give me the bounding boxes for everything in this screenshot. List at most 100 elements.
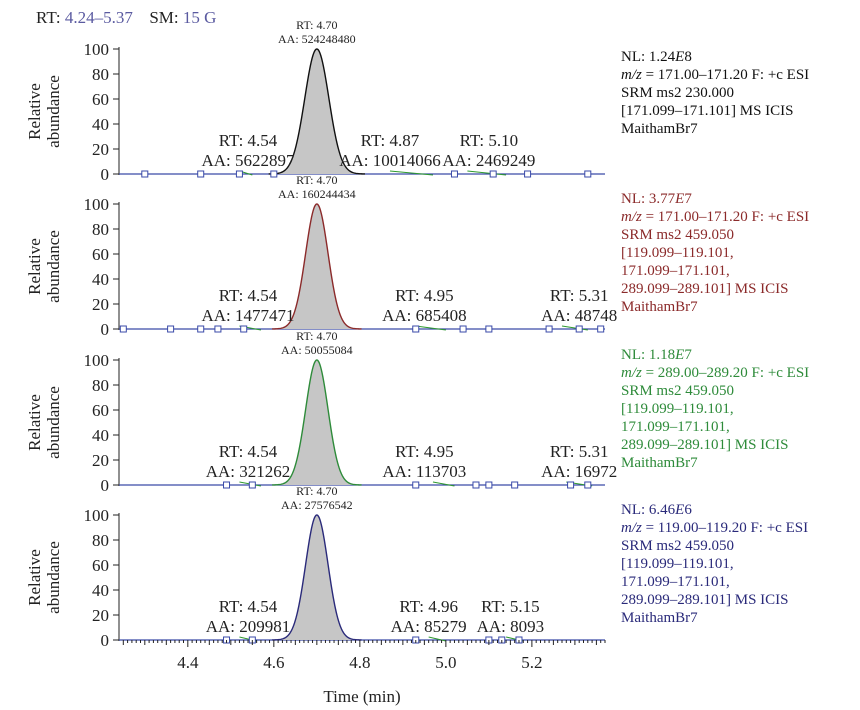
peak-boundary-marker: [248, 481, 256, 489]
main-peak-rt-label: RT: 4.70: [296, 173, 337, 187]
minor-peak-rt-label: RT: 5.15: [481, 597, 540, 616]
noise-artifact: [432, 481, 455, 487]
rt-range-value: 4.24–5.37: [64, 8, 133, 27]
noise-artifact: [467, 170, 507, 176]
chart-header: RT: 4.24–5.37 SM: 15 G: [36, 8, 216, 28]
trace-info-line: SRM ms2 459.050: [621, 383, 734, 399]
trace-info-text: NL: 1.18: [621, 347, 675, 363]
trace-info: NL: 6.46E6 m/z = 119.00–119.20 F: +c ESI S…: [621, 502, 808, 626]
trace-info-text: E: [674, 191, 684, 207]
trace-info-text: E: [674, 49, 684, 65]
trace-info-text: MaithamBr7: [621, 299, 698, 315]
y-axis-label-line: abundance: [44, 541, 63, 614]
trace-info-text: [119.099–119.101,: [621, 556, 734, 572]
y-tick-label: 60: [92, 245, 109, 264]
trace-info-text: MaithamBr7: [621, 455, 698, 471]
minor-peak-aa-label: AA: 321262: [206, 462, 291, 481]
y-tick-label: 40: [92, 270, 109, 289]
y-tick-label: 60: [92, 401, 109, 420]
y-tick-label: 40: [92, 426, 109, 445]
trace-info-text: 171.099–171.101,: [621, 574, 730, 590]
peak-boundary-marker: [567, 481, 575, 489]
trace-info-text: 289.099–289.101] MS ICIS: [621, 437, 789, 453]
minor-peak-rt-label: RT: 4.87: [361, 131, 420, 150]
peak-boundary-marker: [235, 170, 243, 178]
y-tick-label: 80: [92, 65, 109, 84]
trace-info-line: 171.099–171.101,: [621, 574, 730, 590]
y-axis-label-line: Relative: [25, 83, 44, 140]
y-axis-label: Relativeabundance: [25, 75, 63, 148]
main-peak-area: [272, 515, 362, 640]
trace-info: NL: 3.77E7 m/z = 171.00–171.20 F: +c ESI S…: [621, 191, 809, 315]
trace-info-text: 7: [684, 191, 692, 207]
trace-info-line: MaithamBr7: [621, 455, 698, 471]
y-axis-label: Relativeabundance: [25, 541, 63, 614]
x-tick-label: 5.0: [435, 653, 456, 672]
peak-boundary-marker: [489, 170, 497, 178]
minor-peak-rt-label: RT: 4.54: [219, 442, 278, 461]
trace-info-line: 171.099–171.101,: [621, 419, 730, 435]
minor-peak-rt-label: RT: 5.10: [460, 131, 519, 150]
trace-info-line: 171.099–171.101,: [621, 263, 730, 279]
minor-peak-rt-label: RT: 4.95: [395, 442, 454, 461]
sm-value: 15 G: [182, 8, 217, 27]
trace-info-text: 6: [684, 502, 692, 518]
noise-artifact: [415, 325, 446, 331]
main-peak-rt-label: RT: 4.70: [296, 484, 337, 498]
minor-peak-aa-label: AA: 16972: [541, 462, 617, 481]
main-peak-rt-label: RT: 4.70: [296, 18, 337, 32]
trace-info-text: SRM ms2 459.050: [621, 227, 734, 243]
minor-peak-aa-label: AA: 1477471: [202, 306, 295, 325]
peak-boundary-marker: [450, 170, 458, 178]
trace-info-text: 8: [684, 49, 692, 65]
y-tick-label: 0: [101, 476, 110, 495]
x-tick-label: 4.4: [177, 653, 199, 672]
peak-boundary-marker: [412, 325, 420, 333]
y-tick-label: 20: [92, 606, 109, 625]
minor-peak-aa-label: AA: 85279: [391, 617, 467, 636]
y-tick-label: 100: [84, 40, 110, 59]
y-tick-label: 0: [101, 320, 110, 339]
minor-peak-aa-label: AA: 10014066: [339, 151, 441, 170]
trace-info-line: MaithamBr7: [621, 610, 698, 626]
trace-info-text: E: [674, 347, 684, 363]
main-peak-line: [268, 48, 366, 175]
trace-info-text: [119.099–119.101,: [621, 401, 734, 417]
trace-info-line: NL: 1.24E8: [621, 49, 692, 65]
minor-peak-aa-label: AA: 113703: [382, 462, 466, 481]
rt-label: RT:: [36, 8, 61, 27]
trace-info-line: [119.099–119.101,: [621, 245, 734, 261]
peak-boundary-marker: [141, 170, 149, 178]
minor-peak-rt-label: RT: 4.54: [219, 286, 278, 305]
peak-boundary-marker: [270, 170, 278, 178]
y-tick-label: 0: [101, 631, 110, 650]
trace-info-text: 289.099–289.101] MS ICIS: [621, 281, 789, 297]
trace-info-line: 289.099–289.101] MS ICIS: [621, 592, 789, 608]
y-tick-label: 0: [101, 165, 110, 184]
minor-peak-rt-label: RT: 4.96: [399, 597, 458, 616]
trace-info-line: m/z = 119.00–119.20 F: +c ESI: [621, 520, 808, 536]
peak-boundary-marker: [167, 325, 175, 333]
y-axis-label-line: abundance: [44, 386, 63, 459]
minor-peak-rt-label: RT: 4.95: [395, 286, 454, 305]
y-axis-label-line: abundance: [44, 230, 63, 303]
trace-info-text: 171.099–171.101,: [621, 419, 730, 435]
y-tick-label: 100: [84, 506, 110, 525]
peak-boundary-marker: [524, 170, 532, 178]
peak-boundary-marker: [240, 325, 248, 333]
peak-boundary-marker: [472, 481, 480, 489]
peak-boundary-marker: [459, 325, 467, 333]
main-peak-aa-label: AA: 27576542: [281, 498, 353, 512]
trace-info-line: [171.099–171.101] MS ICIS: [621, 103, 794, 119]
trace-info-line: 289.099–289.101] MS ICIS: [621, 437, 789, 453]
trace-info-text: 171.099–171.101,: [621, 263, 730, 279]
x-axis-label: Time (min): [323, 687, 400, 706]
main-peak-area: [268, 49, 366, 174]
trace-info-line: SRM ms2 459.050: [621, 538, 734, 554]
trace-info: NL: 1.18E7 m/z = 289.00–289.20 F: +c ESI S…: [621, 347, 809, 471]
y-tick-label: 100: [84, 351, 110, 370]
trace-info-text: = 171.00–171.20 F: +c ESI: [642, 67, 809, 83]
minor-peak-rt-label: RT: 5.31: [550, 442, 609, 461]
